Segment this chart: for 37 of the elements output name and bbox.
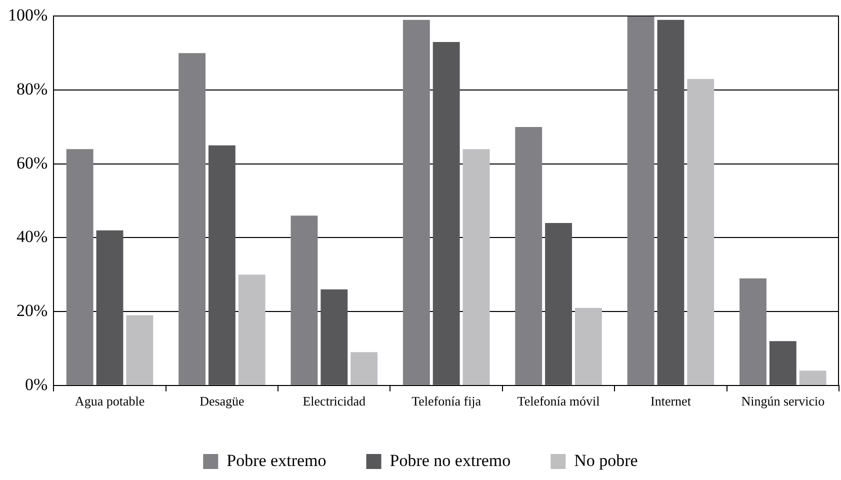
bar	[320, 289, 348, 385]
x-tick-label: Telefonía móvil	[517, 394, 600, 409]
bar	[238, 274, 266, 385]
bar	[799, 370, 826, 385]
bar	[432, 42, 460, 385]
legend-label: Pobre extremo	[226, 450, 326, 470]
legend-label: No pobre	[574, 450, 638, 470]
x-tick-label: Telefonía fija	[412, 394, 482, 409]
y-tick-label: 80%	[16, 80, 48, 99]
x-tick-label: Ningún servicio	[741, 394, 825, 409]
bar	[515, 126, 542, 385]
bar	[574, 308, 602, 385]
bar	[687, 78, 714, 385]
bar	[769, 341, 796, 385]
bar	[208, 145, 236, 385]
bar	[740, 278, 766, 385]
bar	[96, 230, 124, 385]
x-tick-label: Desagüe	[200, 394, 245, 409]
bar	[402, 20, 430, 385]
bar	[627, 16, 654, 385]
x-tick-label: Agua potable	[74, 394, 145, 409]
bar	[462, 149, 490, 385]
bar	[66, 149, 94, 385]
x-tick-label: Electricidad	[302, 394, 366, 409]
bar	[290, 216, 318, 385]
x-tick-label: Internet	[650, 394, 692, 409]
bar	[126, 315, 154, 385]
y-tick-label: 40%	[16, 227, 48, 246]
y-tick-label: 60%	[16, 153, 48, 172]
bar	[545, 222, 572, 385]
y-tick-label: 20%	[16, 301, 48, 320]
y-tick-label: 100%	[8, 6, 48, 25]
bar	[178, 53, 206, 385]
bar	[657, 20, 684, 385]
legend-label: Pobre no extremo	[390, 450, 511, 470]
bar	[350, 352, 378, 385]
y-tick-label: 0%	[24, 374, 48, 394]
